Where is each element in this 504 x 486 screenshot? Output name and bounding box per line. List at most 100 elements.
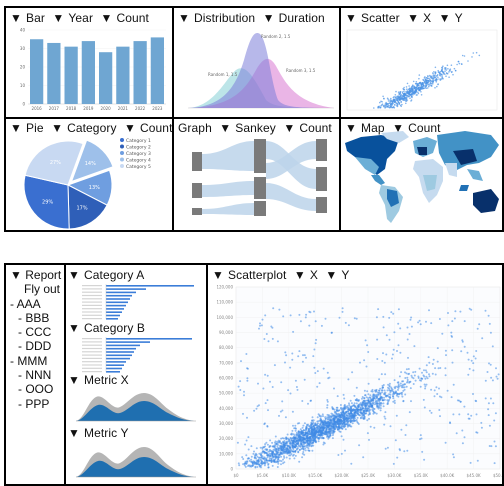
dropdown-icon[interactable]: ▼ <box>283 121 296 135</box>
count-label[interactable]: Count <box>408 121 441 135</box>
point <box>252 464 255 467</box>
category-b-title[interactable]: ▼ Category B <box>68 321 146 335</box>
point <box>469 461 472 464</box>
dropdown-icon[interactable]: ▼ <box>392 121 405 135</box>
dropdown-icon[interactable]: ▼ <box>293 268 306 282</box>
dropdown-icon[interactable]: ▼ <box>345 121 357 135</box>
dropdown-icon[interactable]: ▼ <box>10 11 22 25</box>
point <box>317 422 319 425</box>
dropdown-icon[interactable]: ▼ <box>407 11 420 25</box>
nav-item-ppp[interactable]: - PPP <box>18 396 50 411</box>
category-label[interactable]: Category <box>67 121 117 135</box>
category-a-title[interactable]: ▼ Category A <box>68 268 145 282</box>
bar-label[interactable]: Bar <box>25 11 45 25</box>
point <box>406 90 409 93</box>
scatterplot-label[interactable]: Scatterplot <box>227 268 287 282</box>
point <box>262 457 265 460</box>
report-header[interactable]: ▼ Report <box>10 268 62 282</box>
point <box>377 107 379 109</box>
dropdown-icon[interactable]: ▼ <box>262 11 275 25</box>
nav-item-mmm[interactable]: - MMM <box>10 353 48 368</box>
dropdown-icon[interactable]: ▼ <box>52 11 65 25</box>
point <box>369 394 372 397</box>
point <box>444 70 446 72</box>
bar <box>133 41 147 104</box>
point <box>269 439 272 442</box>
point <box>463 55 466 57</box>
dropdown-icon[interactable]: ▼ <box>438 11 451 25</box>
y-label[interactable]: Y <box>341 268 350 282</box>
point <box>428 373 430 376</box>
dropdown-icon[interactable]: ▼ <box>68 426 80 440</box>
point <box>260 466 262 469</box>
dropdown-icon[interactable]: ▼ <box>219 121 232 135</box>
point <box>367 410 370 413</box>
point <box>487 414 490 417</box>
year-label[interactable]: Year <box>68 11 94 25</box>
point <box>283 443 286 446</box>
count-label[interactable]: Count <box>299 121 332 135</box>
dropdown-icon[interactable]: ▼ <box>345 11 357 25</box>
map-label[interactable]: Map <box>360 121 385 135</box>
point <box>379 398 382 401</box>
dropdown-icon[interactable]: ▼ <box>10 268 22 282</box>
point <box>294 429 297 432</box>
dropdown-icon[interactable]: ▼ <box>68 268 80 282</box>
nav-item-ccc[interactable]: - CCC <box>18 325 52 340</box>
distribution-label[interactable]: Distribution <box>193 11 256 25</box>
sankey-label[interactable]: Sankey <box>235 121 276 135</box>
metric-x-title[interactable]: ▼ Metric X <box>68 373 129 387</box>
point <box>418 319 421 322</box>
point <box>274 450 277 452</box>
point <box>419 323 422 326</box>
nav-item-bbb[interactable]: - BBB <box>18 310 50 325</box>
point <box>284 416 287 419</box>
metric-y-title[interactable]: ▼ Metric Y <box>68 426 129 440</box>
point <box>316 385 319 388</box>
point <box>333 430 336 433</box>
point <box>387 105 389 108</box>
dropdown-icon[interactable]: ▼ <box>124 121 136 135</box>
x-label[interactable]: X <box>423 11 432 25</box>
point <box>300 438 303 440</box>
point <box>270 325 273 328</box>
count-label[interactable]: Count <box>139 121 172 135</box>
point <box>293 457 296 460</box>
point <box>332 422 335 425</box>
map-region <box>381 131 409 143</box>
graph-label[interactable]: Graph <box>178 121 212 135</box>
report-subtitle[interactable]: Fly out <box>24 282 61 297</box>
dropdown-icon[interactable]: ▼ <box>10 121 22 135</box>
dropdown-icon[interactable]: ▼ <box>212 268 224 282</box>
point <box>297 435 300 438</box>
x-label[interactable]: X <box>309 268 318 282</box>
dropdown-icon[interactable]: ▼ <box>100 11 113 25</box>
point <box>331 434 334 437</box>
point <box>463 436 466 439</box>
scatter-label[interactable]: Scatter <box>360 11 400 25</box>
point <box>330 412 333 415</box>
point <box>277 462 280 465</box>
dropdown-icon[interactable]: ▼ <box>68 321 80 335</box>
point <box>447 312 449 314</box>
point <box>312 431 315 434</box>
pie-label[interactable]: Pie <box>25 121 44 135</box>
nav-item-nnn[interactable]: - NNN <box>18 368 52 383</box>
point <box>386 97 389 100</box>
dropdown-icon[interactable]: ▼ <box>68 373 80 387</box>
dropdown-icon[interactable]: ▼ <box>51 121 64 135</box>
count-label[interactable]: Count <box>116 11 149 25</box>
duration-label[interactable]: Duration <box>278 11 325 25</box>
nav-item-ddd[interactable]: - DDD <box>18 339 52 354</box>
point <box>497 373 500 376</box>
nav-item-ooo[interactable]: - OOO <box>18 382 54 397</box>
point <box>255 447 258 450</box>
point <box>287 440 290 443</box>
dropdown-icon[interactable]: ▼ <box>325 268 338 282</box>
nav-item-aaa[interactable]: - AAA <box>10 296 41 311</box>
point <box>496 377 499 380</box>
point <box>347 417 350 420</box>
dropdown-icon[interactable]: ▼ <box>178 11 190 25</box>
y-label[interactable]: Y <box>454 11 463 25</box>
point <box>322 437 325 439</box>
